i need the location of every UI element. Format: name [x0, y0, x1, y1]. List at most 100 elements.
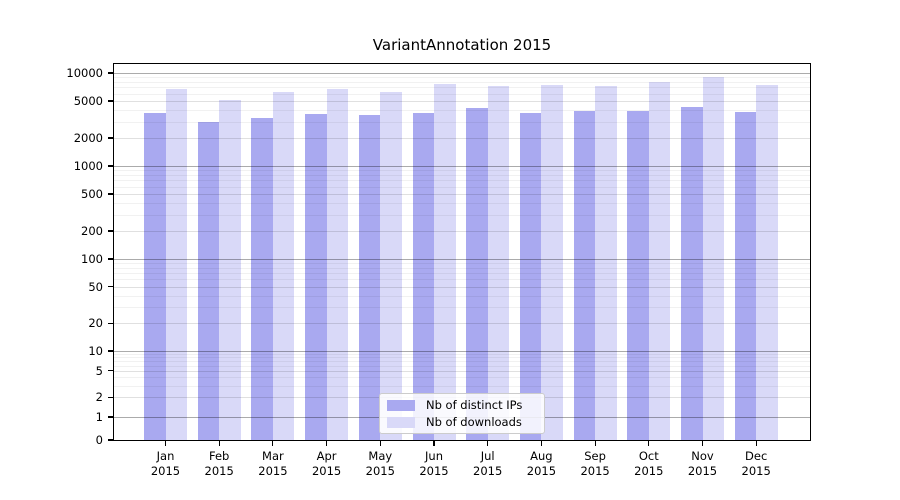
- y-tick-label: 500: [81, 187, 103, 201]
- x-tick-label: Jun 2015: [404, 449, 464, 478]
- gridline-minor: [113, 77, 811, 79]
- gridline-minor: [113, 175, 811, 176]
- bar-downloads: [487, 85, 510, 440]
- x-tick-year: 2015: [204, 463, 234, 478]
- gridline-major: [113, 259, 811, 260]
- x-tick-label: Dec 2015: [726, 449, 786, 478]
- x-tick-label: Jan 2015: [136, 449, 196, 478]
- x-tick-year: 2015: [365, 463, 395, 478]
- y-tick-label: 20: [88, 316, 103, 331]
- gridline: [113, 194, 811, 195]
- gridline: [113, 323, 811, 325]
- y-tick-label: 5000: [73, 94, 103, 108]
- gridline-minor: [113, 82, 811, 83]
- gridline-minor: [113, 121, 811, 123]
- x-tick-mark: [379, 441, 381, 446]
- bar-downloads: [541, 84, 563, 440]
- y-tick-label: 1: [95, 410, 103, 424]
- gridline-minor: [113, 279, 811, 281]
- gridline-minor: [113, 186, 811, 188]
- gridline-minor: [113, 263, 811, 265]
- y-tick-label: 50: [88, 279, 103, 294]
- x-tick-year: 2015: [580, 463, 610, 478]
- gridline-minor: [113, 357, 811, 359]
- x-tick-label: Sep 2015: [565, 449, 625, 478]
- legend: Nb of distinct IPs Nb of downloads: [379, 393, 545, 434]
- bar-downloads: [434, 83, 456, 440]
- y-tick-label: 5: [95, 363, 103, 378]
- gridline: [113, 101, 811, 102]
- y-tick-mark: [108, 322, 113, 324]
- bar-downloads: [595, 86, 617, 440]
- x-tick-year: 2015: [473, 463, 503, 478]
- x-tick-label: Jul 2015: [458, 449, 518, 478]
- x-tick-month: Feb: [209, 449, 230, 463]
- x-tick-label: Apr 2015: [297, 449, 357, 478]
- bar-downloads: [219, 99, 241, 440]
- gridline: [113, 138, 811, 139]
- x-tick-mark: [272, 441, 274, 446]
- y-tick-mark: [108, 165, 113, 167]
- bar-distinct-ips: [144, 112, 166, 440]
- plot-area: Nb of distinct IPs Nb of downloads 0 1 2 5 1…: [66, 63, 811, 478]
- gridline-major: [113, 166, 811, 167]
- y-tick-label: 2000: [73, 131, 103, 145]
- x-tick-month: Dec: [745, 449, 768, 463]
- legend-label-downloads: Nb of downloads: [426, 414, 522, 429]
- y-tick-mark: [108, 100, 113, 102]
- x-tick-year: 2015: [526, 463, 557, 478]
- x-tick-month: May: [368, 449, 393, 463]
- x-tick-mark: [755, 441, 757, 446]
- gridline-minor: [113, 273, 811, 275]
- x-tick-month: Aug: [530, 449, 553, 463]
- x-tick-mark: [701, 441, 704, 446]
- gridline-minor: [113, 87, 811, 89]
- gridline: [113, 370, 811, 372]
- gridline-minor: [113, 365, 811, 367]
- bar-distinct-ips: [627, 111, 649, 440]
- x-tick-mark: [218, 441, 220, 446]
- y-tick-label: 2: [95, 390, 103, 405]
- x-tick-mark: [164, 441, 167, 446]
- y-tick-mark: [108, 230, 113, 232]
- x-tick-mark: [540, 441, 542, 446]
- gridline-minor: [113, 203, 811, 204]
- x-tick-month: Jun: [425, 449, 443, 463]
- legend-item-downloads: Nb of downloads: [387, 414, 537, 429]
- y-tick-mark: [108, 72, 113, 74]
- gridline-minor: [113, 110, 811, 111]
- x-tick-label: Oct 2015: [619, 449, 679, 478]
- y-tick-mark: [108, 350, 113, 352]
- y-tick-label: 10000: [66, 66, 103, 80]
- x-tick-year: 2015: [687, 463, 718, 478]
- x-tick-label: Mar 2015: [243, 449, 303, 478]
- bar-distinct-ips: [251, 117, 273, 440]
- y-tick-mark: [108, 258, 113, 260]
- legend-swatch-downloads: [387, 416, 415, 428]
- gridline-minor: [113, 354, 811, 355]
- y-tick-label: 200: [81, 224, 103, 238]
- bar-distinct-ips: [734, 111, 757, 440]
- gridline-minor: [113, 93, 811, 95]
- x-tick-month: Apr: [316, 449, 337, 463]
- x-tick-month: Mar: [262, 449, 284, 463]
- gridline-minor: [113, 385, 811, 387]
- gridline-minor: [113, 170, 811, 172]
- y-tick-mark: [108, 286, 113, 288]
- x-tick-year: 2015: [150, 463, 181, 478]
- x-tick-year: 2015: [258, 463, 288, 478]
- y-tick-mark: [108, 439, 113, 441]
- bar-distinct-ips: [519, 112, 542, 440]
- bar-downloads: [648, 82, 671, 440]
- y-tick-mark: [108, 396, 113, 398]
- bar-distinct-ips: [466, 107, 488, 440]
- y-tick-label: 10: [88, 344, 103, 358]
- legend-label-distinct-ips: Nb of distinct IPs: [426, 397, 523, 412]
- x-tick-label: Feb 2015: [189, 449, 249, 478]
- x-tick-mark: [594, 441, 596, 446]
- bar-distinct-ips: [681, 107, 703, 440]
- gridline-minor: [113, 214, 811, 216]
- bar-downloads: [165, 88, 187, 440]
- x-tick-year: 2015: [311, 463, 342, 478]
